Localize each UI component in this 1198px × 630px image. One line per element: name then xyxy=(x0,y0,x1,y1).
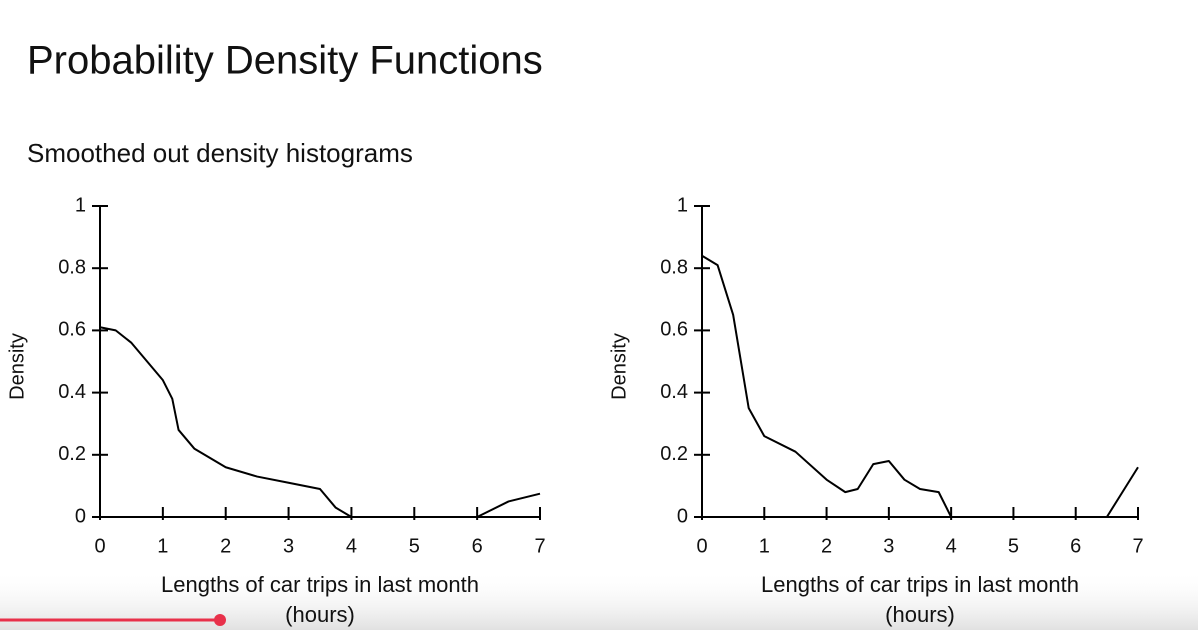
x-tick-label: 3 xyxy=(883,535,894,557)
x-tick-label: 6 xyxy=(472,535,483,557)
density-curve xyxy=(99,326,541,518)
y-tick-label: 0 xyxy=(75,505,86,527)
x-axis-label: Lengths of car trips in last month (hour… xyxy=(761,572,1079,627)
y-tick-label: 0 xyxy=(677,505,688,527)
x-tick-label: 5 xyxy=(1008,535,1019,557)
slide-subtitle: Smoothed out density histograms xyxy=(27,138,413,168)
x-tick-label: 2 xyxy=(220,535,231,557)
x-tick-label: 1 xyxy=(157,535,168,557)
x-axis-label: Lengths of car trips in last month (hour… xyxy=(161,572,479,627)
y-tick-label: 0.4 xyxy=(660,381,688,403)
y-tick-label: 0.2 xyxy=(58,443,86,465)
x-tick-label: 7 xyxy=(534,535,545,557)
y-tick-label: 1 xyxy=(677,194,688,216)
y-tick-label: 0.6 xyxy=(58,319,86,341)
y-tick-label: 0.6 xyxy=(660,319,688,341)
x-tick-label: 3 xyxy=(283,535,294,557)
x-tick-label: 0 xyxy=(696,535,707,557)
x-tick-label: 1 xyxy=(759,535,770,557)
x-tick-label: 6 xyxy=(1070,535,1081,557)
y-tick-label: 0.8 xyxy=(58,256,86,278)
y-tick-label: 1 xyxy=(75,194,86,216)
y-axis-label: Density xyxy=(6,333,28,400)
x-tick-label: 7 xyxy=(1132,535,1143,557)
x-tick-label: 4 xyxy=(346,535,357,557)
x-tick-label: 4 xyxy=(946,535,957,557)
x-tick-label: 0 xyxy=(94,535,105,557)
y-tick-label: 0.8 xyxy=(660,256,688,278)
density-curve xyxy=(701,254,1139,518)
y-tick-label: 0.2 xyxy=(660,443,688,465)
y-tick-label: 0.4 xyxy=(58,381,86,403)
x-tick-label: 2 xyxy=(821,535,832,557)
x-tick-label: 5 xyxy=(409,535,420,557)
y-axis-label: Density xyxy=(608,333,630,400)
progress-handle[interactable] xyxy=(214,614,226,626)
slide-title: Probability Density Functions xyxy=(27,39,543,83)
